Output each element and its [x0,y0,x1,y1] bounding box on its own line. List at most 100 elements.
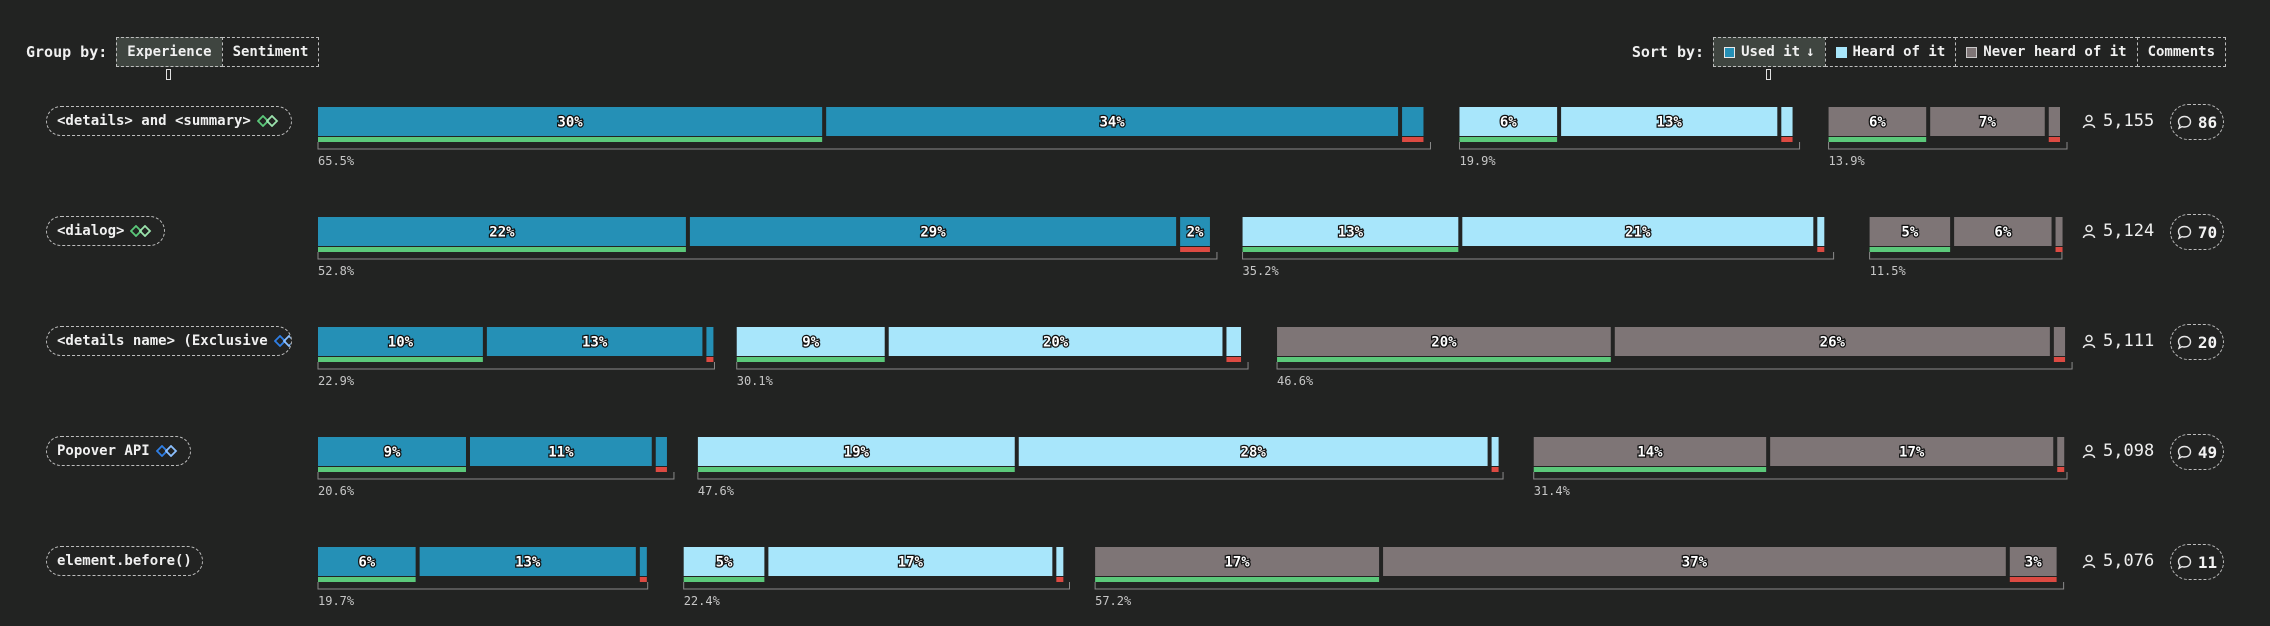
group-total-label: 22.4% [684,594,721,608]
comments-count: 70 [2197,222,2218,242]
group-total-label: 19.7% [318,594,355,608]
feature-label-details-summary[interactable]: <details> and <summary> [46,106,292,136]
sentiment-positive-bar [318,577,416,582]
feature-label-popover-api[interactable]: Popover API [46,436,191,466]
group-total-bracket [1276,362,2073,370]
sentiment-negative-bar [1491,467,1499,472]
sentiment-negative-bar [1180,247,1210,252]
sentiment-positive-bar [1277,357,1611,362]
segment-value-label: 6% [1994,225,2011,241]
feature-label-details-name[interactable]: <details name> (Exclusive [46,326,292,356]
segment-value-label: 6% [358,555,375,571]
group-total-bracket [1242,252,1835,260]
bar-segment-used [486,327,703,356]
comments-count: 20 [2197,332,2218,352]
bar-segment-used [689,217,1177,246]
group-by-sentiment-button[interactable]: Sentiment [221,37,320,67]
bar-segment-never [2048,107,2060,136]
group-by-experience-label: Experience [127,44,212,60]
respondent-count: 5,124 [2082,218,2154,244]
bar-segment-used [469,437,652,466]
bar-segment-used [1402,107,1424,136]
segment-value-label: 3% [2025,555,2042,571]
comments-button[interactable]: 20 [2170,324,2224,360]
group-total-bracket [1458,142,1801,150]
respondent-count: 5,098 [2082,438,2154,464]
respondent-count-value: 5,124 [2103,221,2155,241]
segment-value-label: 13% [515,555,541,571]
bar-segment-heard [1459,107,1558,136]
bar-segment-heard [683,547,765,576]
respondent-count-value: 5,076 [2103,551,2155,571]
bar-segment-used [655,437,667,466]
never-heard-swatch-icon [1966,46,1978,58]
sort-comments-button[interactable]: Comments [2136,37,2226,67]
group-total-label: 22.9% [318,374,355,388]
group-total-label: 31.4% [1534,484,1571,498]
segment-value-label: 7% [1979,115,1996,131]
sort-used-it-button[interactable]: Used it ↓ [1713,37,1826,80]
sentiment-positive-bar [1533,467,1767,472]
comments-button[interactable]: 70 [2170,214,2224,250]
sentiment-positive-bar [683,577,765,582]
respondent-count-value: 5,155 [2103,111,2155,131]
sort-heard-of-it-button[interactable]: Heard of it [1824,37,1957,67]
sentiment-positive-bar [736,357,885,362]
bar-segment-never [1614,327,2050,356]
sentiment-negative-bar [655,467,667,472]
bar-segment-never [1770,437,2054,466]
sentiment-positive-bar [318,357,483,362]
group-total-label: 47.6% [698,484,735,498]
segment-value-label: 20% [1043,335,1069,351]
bar-segment-heard [736,327,885,356]
sentiment-negative-bar [1817,247,1825,252]
sentiment-positive-bar [318,467,466,472]
group-total-bracket [683,582,1070,590]
comments-button[interactable]: 49 [2170,434,2224,470]
group-total-label: 20.6% [318,484,355,498]
group-total-label: 35.2% [1243,264,1280,278]
user-icon [2082,224,2096,238]
feature-label-dialog[interactable]: <dialog> [46,216,166,246]
sort-never-heard-button[interactable]: Never heard of it [1955,37,2138,67]
baseline-widely-available-icon [256,115,281,127]
baseline-widely-available-icon [130,225,154,237]
bar-segment-heard [1561,107,1778,136]
sentiment-negative-bar [1056,577,1064,582]
bar-segment-used [826,107,1399,136]
comments-button[interactable]: 86 [2170,104,2224,140]
bar-segment-used [318,547,416,576]
group-total-label: 30.1% [737,374,774,388]
group-total-bracket [1869,252,2063,260]
sentiment-negative-bar [2009,577,2057,582]
respondent-count: 5,111 [2082,328,2154,354]
bar-segment-never [1954,217,2052,246]
sort-used-it-label: Used it [1741,44,1801,60]
sort-by-options: Used it ↓ Heard of it Never heard of it … [1713,37,2226,80]
segment-value-label: 37% [1682,555,1708,571]
comments-button[interactable]: 11 [2170,544,2224,580]
speech-bubble-icon [2177,555,2192,570]
sort-by-toolbar: Sort by: Used it ↓ Heard of it Never hea… [1632,36,2226,80]
segment-value-label: 5% [1901,225,1918,241]
feature-label-element-before[interactable]: element.before() [46,546,203,576]
group-by-options: Experience Sentiment [116,37,320,80]
group-total-bracket [1094,582,2065,590]
bar-segment-used [318,437,466,466]
baseline-newly-available-icon [273,335,291,347]
bar-segment-used [639,547,647,576]
user-icon [2082,334,2096,348]
segment-value-label: 28% [1241,445,1267,461]
group-total-label: 46.6% [1277,374,1314,388]
sentiment-positive-bar [1869,247,1951,252]
baseline-newly-available-icon [155,445,180,457]
bar-segment-never [2053,327,2066,356]
bar-segment-heard [1462,217,1814,246]
sentiment-positive-bar [1095,577,1380,582]
feature-name: <dialog> [57,223,125,239]
bar-segment-never [1869,217,1951,246]
segment-value-label: 9% [384,445,401,461]
bar-segment-never [1533,437,1767,466]
group-by-label: Group by: [26,43,108,61]
group-total-bracket [697,472,1504,480]
